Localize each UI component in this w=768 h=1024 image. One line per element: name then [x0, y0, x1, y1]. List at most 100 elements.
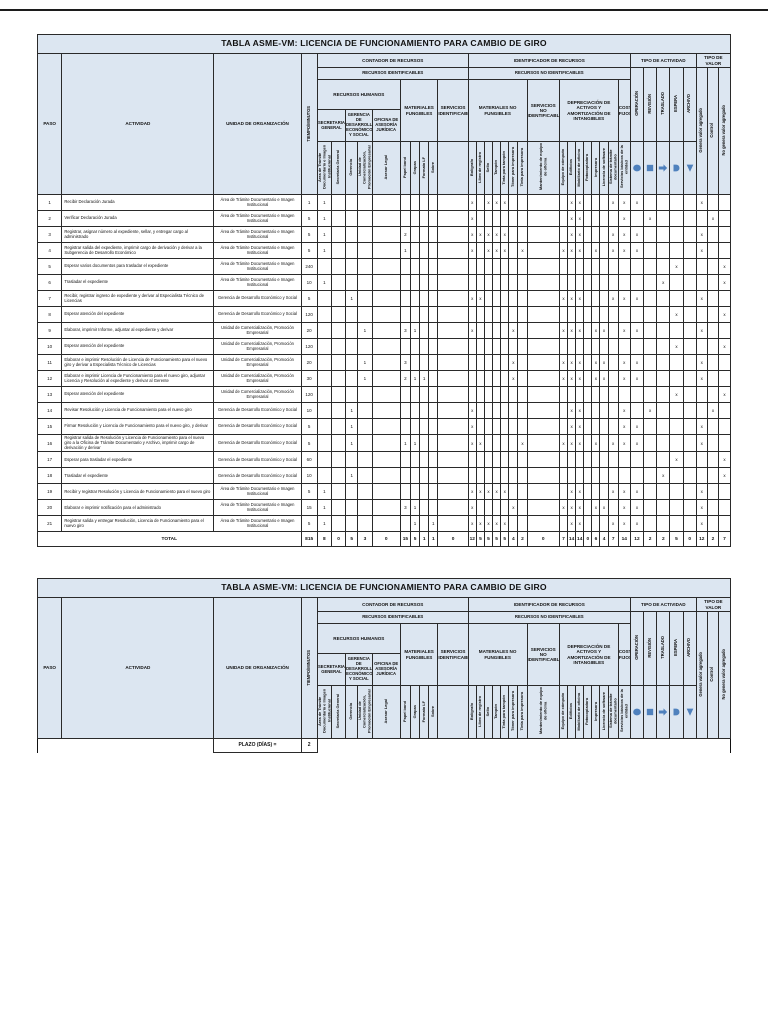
mark-cell-v3: [718, 322, 731, 339]
vertical-label: TRASLADO: [659, 92, 665, 115]
unit-cell: Área de Trámite Documentario e Imagen In…: [213, 210, 302, 227]
mark-cell-u4: [357, 258, 373, 275]
total-cell-d2: 14: [567, 531, 577, 548]
mark-cell-v3: [718, 402, 731, 419]
total-cell-n6: 4: [508, 531, 519, 548]
mark-cell-m3: [419, 433, 430, 453]
resource-column-label: [437, 685, 469, 739]
mark-cell-a4: [669, 194, 684, 211]
mark-cell-d3: x: [575, 226, 585, 243]
mark-cell-d2: [567, 258, 577, 275]
table-row: 2 Verificar Declaración Jurada Área de Trá…: [36, 210, 731, 227]
header-row-resource-groups: RECURSOS HUMANOS MATERIALES FUNGIBLES SERV…: [38, 79, 731, 142]
activity-cell: Verificar Declaración Jurada: [61, 210, 215, 227]
mark-cell-u1: [316, 322, 332, 339]
mark-cell-d1: [558, 210, 569, 227]
mark-cell-n5: [500, 499, 510, 517]
total-cell-d5: 6: [591, 531, 601, 548]
mark-cell-d6: [599, 226, 609, 243]
resource-column-label: Papel bond: [399, 141, 412, 195]
mark-cell-d6: [599, 290, 609, 307]
mark-cell-u5: [371, 515, 401, 533]
mark-cell-sni: [526, 354, 560, 371]
step-cell: 14: [36, 402, 63, 419]
mark-cell-u1: [316, 433, 332, 453]
step-cell: 11: [36, 354, 63, 371]
value-type-label: Genera valor agregado: [695, 67, 708, 195]
time-cell: 10: [300, 467, 318, 485]
mark-cell-n5: [500, 338, 510, 355]
mark-cell-n7: [517, 499, 528, 517]
time-cell: 120: [300, 306, 318, 323]
vertical-label: Genera valor agregado: [698, 107, 704, 153]
mark-cell-v1: [695, 274, 708, 291]
mark-cell-u3: [345, 210, 359, 227]
mark-cell-u4: 1: [357, 322, 373, 339]
mark-cell-a4: x: [669, 338, 684, 355]
unit-cell: Gerencia de Desarrollo Económico y Socia…: [213, 467, 302, 485]
mark-cell-d4: [583, 338, 593, 355]
mark-cell-d4: [583, 483, 593, 501]
mark-cell-n7: [517, 274, 528, 291]
mark-cell-m1: [399, 290, 412, 307]
mark-cell-u1: 1: [316, 194, 332, 211]
mark-cell-u5: [371, 290, 401, 307]
total-cell-n5: 5: [500, 531, 510, 548]
col-header-paso: PASO: [36, 53, 63, 195]
mark-cell-v2: [706, 418, 720, 435]
plazo-row: PLAZO (DÍAS) = 2: [37, 738, 731, 753]
mark-cell-n1: [467, 451, 477, 469]
mark-cell-u3: [345, 226, 359, 243]
mark-cell-a1: [629, 451, 645, 469]
mark-cell-cf: x: [617, 402, 631, 419]
mark-cell-a3: [656, 306, 671, 323]
resource-column-label: Gerencia: [345, 141, 359, 195]
mark-cell-n3: [483, 354, 494, 371]
vertical-label: ESPERA: [673, 639, 679, 656]
mark-cell-n4: [492, 338, 502, 355]
mark-cell-n7: [517, 306, 528, 323]
mark-cell-n6: [508, 515, 519, 533]
mark-cell-d7: [607, 418, 619, 435]
mark-cell-n1: x: [467, 433, 477, 453]
mark-cell-n3: x: [483, 194, 494, 211]
vertical-label: ESPERA: [673, 95, 679, 112]
mark-cell-d4: [583, 386, 593, 403]
mark-cell-v2: [706, 499, 720, 517]
mark-cell-a4: [669, 322, 684, 339]
resource-column-label: Edificios: [567, 141, 577, 195]
header-row-resource-groups: RECURSOS HUMANOS MATERIALES FUNGIBLES SERV…: [38, 623, 731, 686]
mark-cell-v1: x: [695, 499, 708, 517]
vertical-label: Tinta para impresora: [519, 148, 525, 187]
activity-cell: Esperar varios documentos para trasladar…: [61, 258, 215, 275]
col-header-unidad: UNIDAD DE ORGANIZACIÓN: [213, 53, 302, 195]
vertical-label: TIEMPO/MINUTOS: [305, 105, 311, 142]
mark-cell-a2: [643, 467, 658, 485]
mark-cell-a5: [682, 418, 697, 435]
mark-cell-d5: x: [591, 242, 601, 259]
time-cell: 5: [300, 290, 318, 307]
mark-cell-u5: [371, 386, 401, 403]
vertical-label: Papel bond: [402, 156, 408, 178]
mark-cell-d4: [583, 210, 593, 227]
mark-cell-v3: x: [718, 451, 731, 469]
mark-cell-n7: [517, 194, 528, 211]
mark-cell-u5: [371, 242, 401, 259]
office-secretaria-general: SECRETARIA GENERAL: [316, 653, 347, 686]
mark-cell-u2: [330, 418, 347, 435]
mark-cell-d5: [591, 210, 601, 227]
group-materiales-fungibles: MATERIALES FUNGIBLES: [399, 79, 439, 142]
mark-cell-sni: [526, 210, 560, 227]
header-row-vertical-labels: Área de Trámite Documentario e Imagen In…: [38, 141, 731, 195]
mark-cell-n5: [500, 402, 510, 419]
mark-cell-d5: x: [591, 354, 601, 371]
step-cell: 2: [36, 210, 63, 227]
mark-cell-m4: [428, 338, 439, 355]
activity-cell: Recibir, registrar ingreso de expediente…: [61, 290, 215, 307]
mark-cell-n3: [483, 306, 494, 323]
mark-cell-n6: [508, 242, 519, 259]
vertical-label: Genera valor agregado: [698, 651, 704, 697]
mark-cell-u1: [316, 386, 332, 403]
vertical-label: Gerencia: [348, 703, 354, 720]
mark-cell-m3: [419, 290, 430, 307]
